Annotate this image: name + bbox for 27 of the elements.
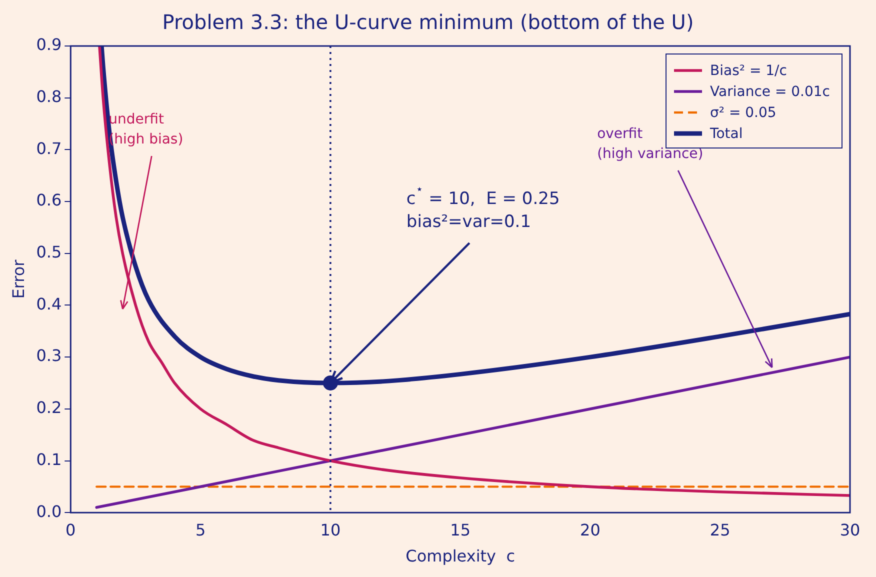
y-tick-label: 0.8 <box>36 87 62 106</box>
legend-label: σ² = 0.05 <box>710 105 776 122</box>
y-tick-label: 0.2 <box>36 398 62 418</box>
y-tick-label: 0.3 <box>36 346 62 366</box>
legend-label: Bias² = 1/c <box>710 63 787 80</box>
y-axis-title: Error <box>8 259 28 299</box>
annotation: c⋆ = 10, E = 0.25 bias²=var=0.1 <box>406 182 560 232</box>
y-tick-label: 0.0 <box>36 502 62 521</box>
chart-title: Problem 3.3: the U-curve minimum (bottom of the U) <box>162 10 694 34</box>
x-tick-label: 0 <box>66 520 76 540</box>
y-tick-label: 0.9 <box>36 35 62 54</box>
x-axis-title: Complexity c <box>406 546 515 566</box>
x-tick-label: 25 <box>710 520 730 540</box>
x-tick-label: 5 <box>195 520 206 540</box>
y-tick-label: 0.7 <box>36 138 62 158</box>
y-tick-label: 0.1 <box>36 450 62 469</box>
x-tick-label: 30 <box>840 520 860 540</box>
legend-label: Total <box>709 126 743 142</box>
y-tick-label: 0.5 <box>36 242 62 262</box>
y-tick-label: 0.6 <box>36 190 62 210</box>
annotation: overfit (high variance) <box>597 126 704 162</box>
x-tick-label: 10 <box>320 520 341 540</box>
line-series <box>98 46 850 497</box>
legend-label: Variance = 0.01c <box>710 84 830 100</box>
x-tick-label: 20 <box>580 520 600 540</box>
y-tick-label: 0.4 <box>36 294 62 314</box>
x-tick-label: 15 <box>450 520 470 540</box>
